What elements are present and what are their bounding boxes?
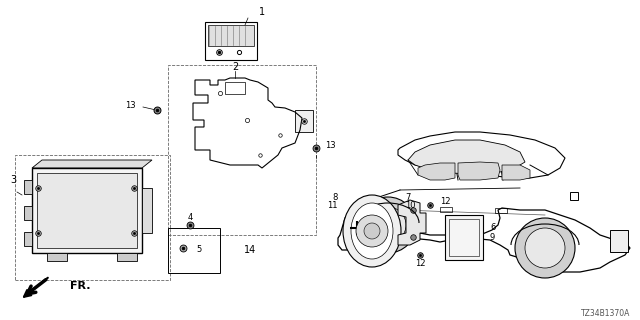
Ellipse shape	[343, 195, 401, 267]
Bar	[295, 110, 313, 132]
Polygon shape	[408, 140, 525, 174]
Circle shape	[364, 223, 380, 239]
Ellipse shape	[351, 203, 393, 259]
Text: 13: 13	[325, 140, 335, 149]
Bar	[570, 192, 578, 200]
Text: 13: 13	[125, 101, 135, 110]
Circle shape	[360, 197, 416, 253]
Text: 2: 2	[232, 62, 238, 72]
Text: 7: 7	[405, 194, 410, 203]
Circle shape	[370, 207, 406, 243]
Bar	[454, 148, 462, 156]
Bar	[24, 206, 32, 220]
Polygon shape	[398, 200, 426, 245]
Polygon shape	[502, 165, 530, 180]
Polygon shape	[418, 163, 455, 180]
Bar	[37, 173, 137, 248]
Bar	[47, 253, 67, 261]
Text: 1: 1	[259, 7, 265, 17]
Circle shape	[525, 228, 565, 268]
Bar	[500, 145, 504, 149]
Bar	[440, 207, 452, 212]
Bar	[142, 188, 152, 233]
Text: 3: 3	[10, 175, 16, 185]
Text: 10: 10	[405, 202, 415, 211]
Bar	[495, 208, 507, 213]
Text: TZ34B1370A: TZ34B1370A	[580, 308, 630, 317]
Bar	[449, 219, 479, 256]
Text: 9: 9	[490, 234, 495, 243]
Text: 4: 4	[188, 213, 193, 222]
Text: 5: 5	[196, 244, 201, 253]
Bar	[168, 65, 316, 235]
Text: FR.: FR.	[70, 281, 90, 291]
Bar	[205, 22, 257, 60]
Bar	[117, 253, 137, 261]
Bar	[225, 82, 245, 94]
Text: 12: 12	[415, 259, 425, 268]
Bar	[610, 230, 628, 252]
Bar	[445, 215, 483, 260]
Bar	[15, 155, 170, 280]
Polygon shape	[398, 132, 565, 178]
Bar	[24, 180, 32, 194]
Polygon shape	[32, 160, 152, 168]
Bar	[208, 25, 254, 46]
Bar	[32, 168, 142, 253]
Circle shape	[515, 218, 575, 278]
Circle shape	[356, 215, 388, 247]
Text: 6: 6	[490, 223, 495, 233]
Bar	[24, 232, 32, 246]
Text: 14: 14	[244, 245, 256, 255]
Text: 11: 11	[328, 202, 338, 211]
Polygon shape	[338, 198, 630, 272]
Bar	[168, 228, 220, 273]
Text: 8: 8	[333, 194, 338, 203]
Polygon shape	[458, 162, 500, 180]
Text: 12: 12	[440, 197, 451, 206]
